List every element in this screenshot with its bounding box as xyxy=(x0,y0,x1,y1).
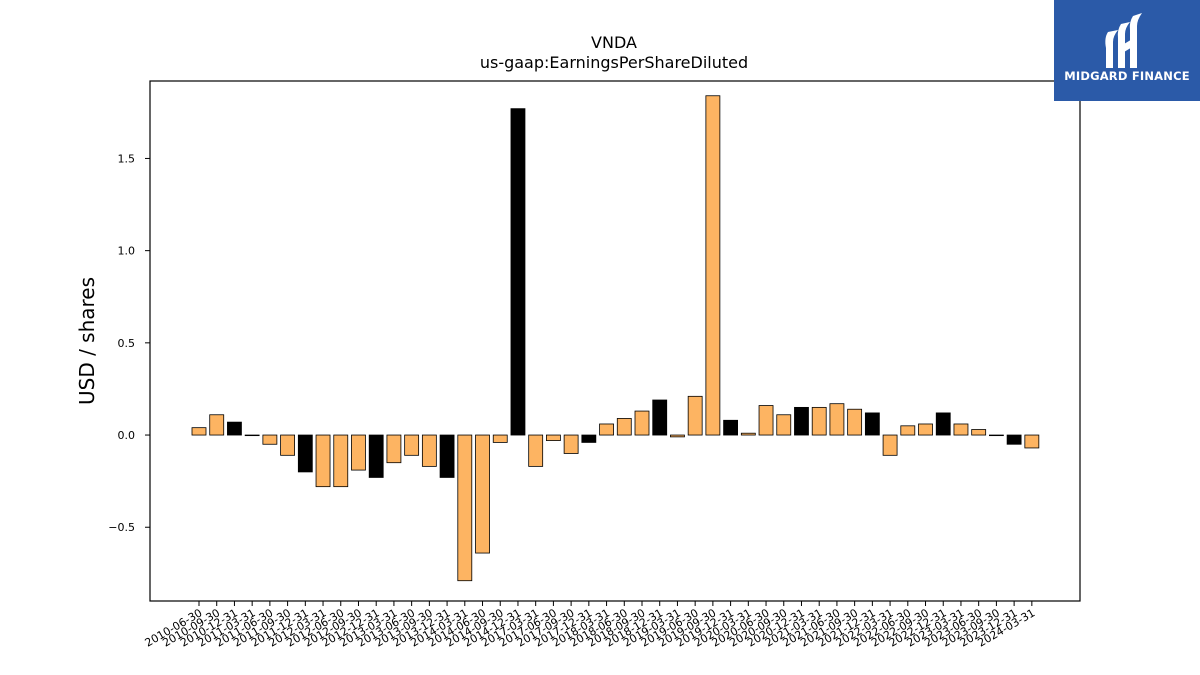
x-axis: 2010-06-302010-09-302010-12-312011-03-31… xyxy=(143,601,1037,650)
bar-2011-03-31 xyxy=(244,434,260,437)
bar-2020-03-31 xyxy=(740,432,756,436)
bar-2018-03-31 xyxy=(599,423,614,436)
bar-2022-03-31 xyxy=(882,434,898,456)
bars-layer xyxy=(191,95,1040,582)
y-axis: −0.5 0.0 0.5 1.0 1.5 xyxy=(108,152,150,534)
bar-2012-03-31 xyxy=(315,434,331,488)
y-tick-label: 1.5 xyxy=(118,152,136,165)
bar-2017-12-31 xyxy=(581,434,597,443)
brand-logo: MIDGARD FINANCE xyxy=(1054,0,1200,101)
bar-2017-03-31 xyxy=(528,434,544,467)
bar-2021-12-31 xyxy=(864,412,880,436)
bar-2014-03-31 xyxy=(457,434,473,582)
bar-2021-03-31 xyxy=(811,406,827,436)
y-tick-label: 0.0 xyxy=(118,429,136,442)
y-tick-label: 0.5 xyxy=(118,337,136,350)
y-tick-label: 1.0 xyxy=(118,245,136,258)
bar-2013-09-30 xyxy=(421,434,437,467)
bar-2014-09-30 xyxy=(492,434,508,443)
plot-frame xyxy=(149,80,1081,602)
y-axis-label: USD / shares xyxy=(75,277,99,405)
bar-2010-12-31 xyxy=(227,421,242,436)
bar-2018-06-30 xyxy=(616,418,632,436)
bar-2014-06-30 xyxy=(475,434,490,554)
bar-2019-12-31 xyxy=(723,419,738,436)
bar-2020-09-30 xyxy=(776,414,792,436)
bar-2017-09-30 xyxy=(563,434,579,454)
bar-2010-09-30 xyxy=(209,414,225,436)
bar-2010-06-30 xyxy=(191,427,207,436)
bar-2011-06-30 xyxy=(262,434,278,445)
bar-2019-06-30 xyxy=(687,395,703,436)
bar-2021-06-30 xyxy=(829,403,845,436)
bar-2011-12-31 xyxy=(297,434,313,473)
bar-2013-12-31 xyxy=(439,434,455,478)
chart-subtitle: us-gaap:EarningsPerShareDiluted xyxy=(480,53,748,72)
bar-2022-09-30 xyxy=(918,423,933,436)
bar-2020-12-31 xyxy=(794,406,809,436)
bar-2023-09-30 xyxy=(989,434,1004,437)
bar-2019-09-30 xyxy=(705,95,721,436)
bar-2017-06-30 xyxy=(546,434,561,441)
bar-2014-12-31 xyxy=(510,108,526,436)
bar-2012-06-30 xyxy=(333,434,349,488)
bar-2012-09-30 xyxy=(351,434,366,471)
bar-2012-12-31 xyxy=(368,434,384,478)
y-tick-label: −0.5 xyxy=(108,521,135,534)
bar-2021-09-30 xyxy=(847,408,863,436)
bar-2023-06-30 xyxy=(971,429,987,436)
bar-2019-03-31 xyxy=(670,434,685,438)
brand-name: MIDGARD FINANCE xyxy=(1064,69,1190,83)
bar-2013-06-30 xyxy=(404,434,420,456)
bar-2023-03-31 xyxy=(953,423,969,436)
bar-2022-06-30 xyxy=(900,425,916,436)
bar-2024-03-31 xyxy=(1024,434,1040,449)
bar-2020-06-30 xyxy=(758,405,774,436)
bar-2018-09-30 xyxy=(634,410,650,436)
bar-2013-03-31 xyxy=(386,434,402,464)
chart-title: VNDA xyxy=(591,33,637,52)
bar-2011-09-30 xyxy=(280,434,296,456)
bar-2018-12-31 xyxy=(652,399,668,436)
bar-2022-12-31 xyxy=(935,412,951,436)
midgard-logo-icon xyxy=(1105,13,1142,68)
bar-2023-12-31 xyxy=(1006,434,1022,445)
